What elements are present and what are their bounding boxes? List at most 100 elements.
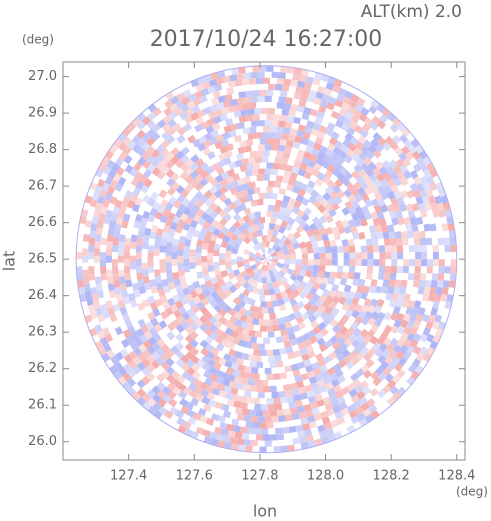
echo-cell: [282, 248, 290, 256]
echo-cell: [370, 311, 380, 321]
echo-cell: [122, 372, 132, 382]
echo-cell: [230, 362, 239, 371]
echo-cell: [296, 209, 305, 218]
echo-cell: [142, 241, 149, 250]
echo-cell: [189, 322, 199, 332]
echo-cell: [122, 296, 131, 305]
echo-cell: [346, 404, 356, 413]
echo-cell: [103, 166, 112, 176]
echo-cell: [177, 290, 186, 300]
echo-cell: [305, 165, 314, 174]
echo-cell: [238, 91, 247, 99]
echo-cell: [284, 208, 293, 217]
echo-cell: [184, 342, 194, 352]
echo-cell: [181, 197, 191, 207]
echo-cell: [403, 293, 411, 302]
echo-cell: [195, 393, 205, 402]
echo-cell: [365, 272, 373, 280]
echo-cell: [147, 214, 156, 223]
echo-cell: [149, 207, 158, 217]
echo-cell: [147, 103, 157, 113]
echo-cell: [245, 372, 254, 380]
echo-cell: [355, 368, 365, 378]
echo-cell: [320, 160, 330, 169]
echo-cell: [365, 168, 375, 178]
echo-cell: [204, 132, 213, 141]
echo-cell: [184, 334, 194, 344]
echo-cell: [358, 151, 368, 161]
echo-cell: [300, 247, 308, 254]
echo-cell: [244, 169, 253, 178]
echo-cell: [396, 266, 404, 274]
echo-cell: [155, 356, 165, 366]
y-unit: (deg): [22, 33, 54, 47]
echo-cell: [181, 370, 191, 380]
echo-cell: [192, 213, 202, 223]
echo-cell: [339, 278, 348, 286]
echo-cell: [242, 127, 250, 135]
echo-cell: [141, 358, 151, 368]
echo-cell: [200, 297, 210, 307]
echo-cell: [348, 409, 358, 419]
echo-cell: [243, 248, 251, 256]
echo-cell: [189, 330, 199, 340]
echo-cell: [346, 424, 356, 434]
echo-cell: [393, 286, 401, 295]
echo-cell: [272, 281, 279, 289]
echo-cell: [215, 134, 225, 143]
echo-cell: [313, 142, 322, 151]
echo-cell: [219, 178, 229, 187]
echo-cell: [217, 440, 226, 448]
echo-cell: [250, 120, 259, 127]
echo-cell: [256, 174, 264, 182]
echo-cell: [84, 290, 92, 299]
echo-cell: [161, 131, 171, 141]
echo-cell: [344, 309, 354, 318]
echo-cell: [172, 238, 180, 247]
echo-cell: [301, 259, 309, 266]
echo-cell: [316, 130, 326, 140]
echo-cell: [438, 259, 445, 267]
echo-cell: [226, 341, 236, 350]
echo-cell: [95, 168, 104, 178]
echo-cell: [151, 385, 161, 395]
echo-cell: [305, 145, 314, 154]
echo-cell: [274, 245, 282, 253]
echo-cell: [356, 351, 365, 361]
echo-cell: [214, 83, 223, 92]
echo-cell: [238, 339, 247, 348]
echo-cell: [297, 341, 306, 350]
echo-cell: [272, 255, 279, 260]
echo-cell: [289, 283, 298, 292]
echo-cell: [107, 307, 115, 316]
echo-cell: [234, 79, 243, 87]
echo-cell: [340, 102, 350, 111]
echo-cell: [213, 189, 223, 199]
echo-cell: [411, 223, 419, 232]
echo-cell: [338, 359, 348, 368]
echo-cell: [183, 265, 191, 273]
echo-cell: [390, 265, 398, 274]
echo-cell: [136, 238, 144, 246]
echo-cell: [287, 292, 296, 302]
echo-cell: [407, 364, 417, 374]
echo-cell: [419, 189, 428, 198]
y-axis-label: lat: [0, 251, 19, 272]
echo-cell: [98, 162, 107, 172]
echo-cell: [122, 127, 132, 137]
echo-cell: [312, 293, 321, 302]
echo-cell: [168, 281, 176, 290]
echo-cell: [399, 164, 409, 174]
echo-cell: [294, 264, 302, 271]
echo-cell: [353, 218, 362, 228]
echo-cell: [304, 240, 313, 249]
echo-cell: [266, 325, 273, 332]
echo-cell: [275, 292, 283, 301]
echo-cell: [327, 180, 337, 189]
echo-cell: [201, 255, 208, 263]
echo-cell: [199, 169, 209, 179]
echo-cell: [147, 405, 157, 415]
echo-cell: [300, 197, 310, 207]
echo-cell: [292, 437, 300, 445]
echo-cell: [131, 134, 141, 145]
